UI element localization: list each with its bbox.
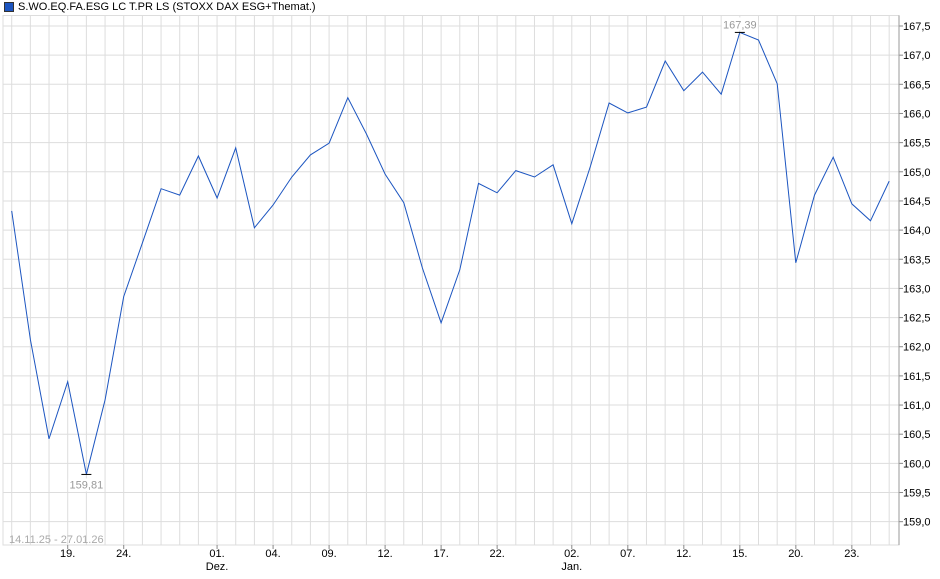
legend: S.WO.EQ.FA.ESG LC T.PR LS (STOXX DAX ESG… bbox=[4, 0, 316, 14]
x-tick-label: 17. bbox=[433, 548, 448, 560]
y-tick-label: 166,5 bbox=[903, 79, 931, 91]
x-tick-label: 23. bbox=[844, 548, 859, 560]
x-tick-label: 22. bbox=[489, 548, 504, 560]
x-month-label: Dez. bbox=[206, 561, 229, 573]
y-tick-label: 165,5 bbox=[903, 138, 931, 150]
x-tick-label: 15. bbox=[732, 548, 747, 560]
x-tick-label: 12. bbox=[377, 548, 392, 560]
x-tick-label: 24. bbox=[116, 548, 131, 560]
y-tick-label: 161,0 bbox=[903, 400, 931, 412]
annotation-bg bbox=[721, 17, 758, 31]
max-annotation: 167,39 bbox=[723, 19, 757, 31]
plot-area bbox=[2, 15, 900, 546]
series-line bbox=[11, 31, 890, 475]
y-tick-label: 167,5 bbox=[903, 21, 931, 33]
x-tick-label: 09. bbox=[321, 548, 336, 560]
y-tick-label: 165,0 bbox=[903, 167, 931, 179]
date-range-label: 14.11.25 - 27.01.26 bbox=[9, 534, 104, 546]
x-tick-label: 12. bbox=[676, 548, 691, 560]
x-tick-label: 20. bbox=[788, 548, 803, 560]
y-tick-label: 166,0 bbox=[903, 108, 931, 120]
min-annotation: 159,81 bbox=[70, 479, 104, 491]
y-tick-label: 159,0 bbox=[903, 517, 931, 529]
x-tick-label: 07. bbox=[620, 548, 635, 560]
y-tick-label: 161,5 bbox=[903, 371, 931, 383]
x-tick-label: 02. bbox=[564, 548, 579, 560]
y-tick-label: 167,0 bbox=[903, 50, 931, 62]
annotation-bg bbox=[68, 478, 105, 492]
x-axis: 19. 24. 01.Dez. 04. 09. 12. 17. 22. 02.Jan. 07. 12… bbox=[60, 545, 859, 573]
annotations: 167,39 159,81 bbox=[68, 17, 758, 492]
legend-label: S.WO.EQ.FA.ESG LC T.PR LS (STOXX DAX ESG… bbox=[18, 1, 316, 13]
y-tick-label: 160,5 bbox=[903, 429, 931, 441]
x-month-label: Jan. bbox=[561, 561, 582, 573]
x-tick-label: 19. bbox=[60, 548, 75, 560]
y-tick-label: 163,0 bbox=[903, 283, 931, 295]
y-tick-label: 164,5 bbox=[903, 196, 931, 208]
y-tick-label: 159,5 bbox=[903, 488, 931, 500]
x-tick-label: 01. bbox=[209, 548, 224, 560]
legend-swatch bbox=[4, 2, 14, 12]
y-tick-label: 164,0 bbox=[903, 225, 931, 237]
y-tick-label: 160,0 bbox=[903, 458, 931, 470]
y-axis: 167,5 167,0 166,5 166,0 165,5 165,0 164,5 164,0… bbox=[898, 15, 931, 545]
y-tick-label: 163,5 bbox=[903, 254, 931, 266]
x-tick-label: 04. bbox=[265, 548, 280, 560]
grid bbox=[2, 15, 900, 546]
y-tick-label: 162,5 bbox=[903, 313, 931, 325]
y-tick-label: 162,0 bbox=[903, 342, 931, 354]
